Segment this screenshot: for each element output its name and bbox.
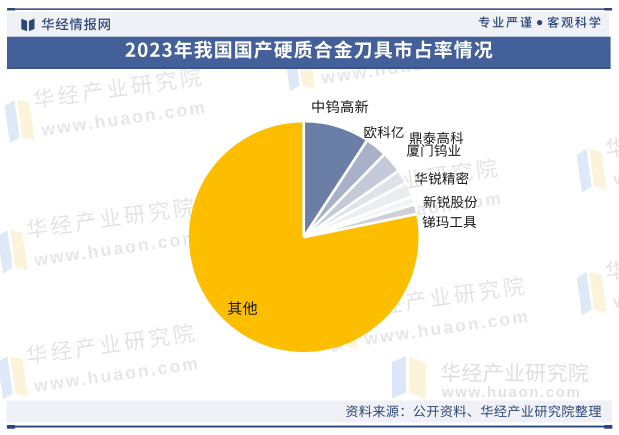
svg-text:www.huaon.com: www.huaon.com <box>32 353 201 396</box>
svg-text:www.huaon.com: www.huaon.com <box>39 97 208 140</box>
svg-text:www.huaon.com: www.huaon.com <box>32 227 201 270</box>
svg-text:www.huaon.com: www.huaon.com <box>441 384 581 401</box>
